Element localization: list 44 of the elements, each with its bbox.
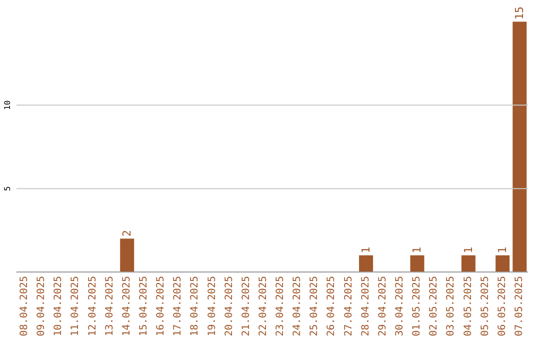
- data-label: 1: [496, 246, 510, 254]
- data-label: 1: [410, 246, 424, 254]
- y-tick-label: 5: [3, 186, 12, 191]
- x-tick-label: 07.05.2025: [514, 276, 525, 336]
- data-label: 15: [513, 6, 526, 20]
- x-tick-label: 03.05.2025: [446, 276, 457, 336]
- bar: [410, 255, 424, 272]
- x-tick-label: 27.04.2025: [343, 276, 354, 336]
- x-tick-label: 05.05.2025: [480, 276, 491, 336]
- x-tick-label: 18.04.2025: [190, 276, 201, 336]
- bar: [461, 255, 476, 272]
- x-tick-label: 29.04.2025: [377, 276, 388, 336]
- x-tick-label: 24.04.2025: [292, 276, 304, 336]
- x-tick-label: 13.04.2025: [104, 276, 116, 336]
- x-tick-label: 02.05.2025: [428, 276, 440, 336]
- bar: [120, 238, 134, 272]
- x-tick-label: 19.04.2025: [206, 276, 218, 336]
- x-tick-label: 10.04.2025: [53, 276, 64, 336]
- y-tick-label: 10: [3, 100, 12, 110]
- x-tick-label: 30.04.2025: [394, 276, 406, 336]
- x-tick-label: 20.04.2025: [224, 276, 235, 336]
- x-tick-label: 25.04.2025: [309, 276, 320, 336]
- bar: [359, 255, 374, 272]
- x-tick-label: 22.04.2025: [258, 276, 269, 336]
- x-tick-label: 08.04.2025: [19, 276, 30, 336]
- x-tick-label: 11.04.2025: [70, 276, 82, 336]
- data-label: 1: [360, 246, 373, 254]
- x-tick-label: 12.04.2025: [87, 276, 98, 336]
- x-tick-label: 04.05.2025: [462, 276, 474, 336]
- x-tick-label: 15.04.2025: [138, 276, 150, 336]
- x-tick-label: 28.04.2025: [360, 276, 372, 336]
- x-tick-label: 06.05.2025: [496, 276, 508, 336]
- x-tick-label: 23.04.2025: [275, 276, 286, 336]
- x-tick-label: 01.05.2025: [412, 276, 423, 336]
- bar: [496, 255, 510, 272]
- bar: [512, 22, 527, 272]
- data-label: 2: [120, 230, 134, 237]
- x-tick-label: 16.04.2025: [156, 276, 167, 336]
- x-tick-label: 09.04.2025: [36, 276, 48, 336]
- x-tick-label: 21.04.2025: [240, 276, 252, 336]
- x-tick-label: 14.04.2025: [121, 276, 132, 336]
- data-label: 1: [462, 246, 475, 254]
- x-tick-label: 17.04.2025: [172, 276, 184, 336]
- x-tick-label: 26.04.2025: [326, 276, 338, 336]
